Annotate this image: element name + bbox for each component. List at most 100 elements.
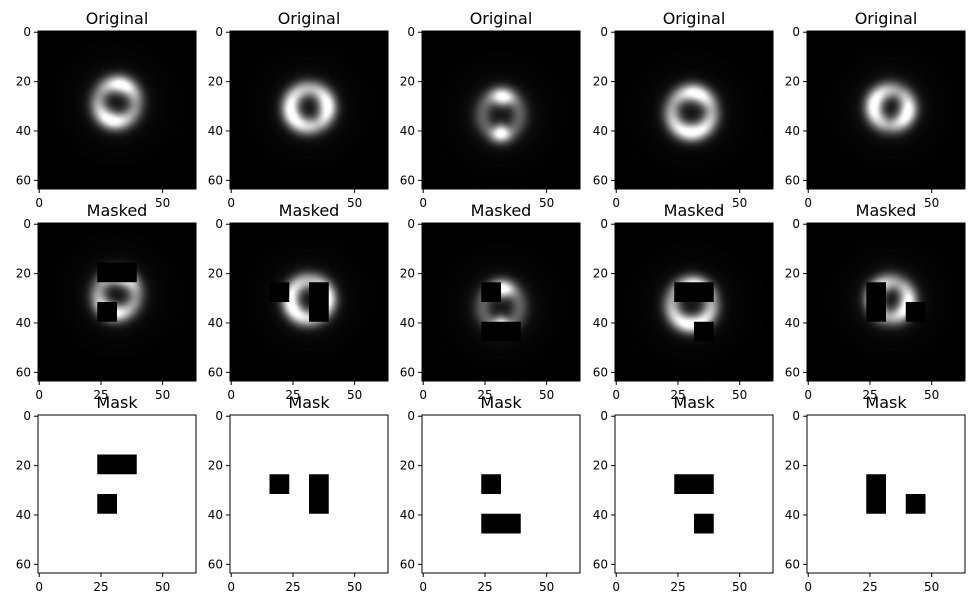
panel-mask-5: 0 20 40 60 0 25 50 Mask bbox=[785, 393, 966, 594]
panel-masked-4: 0 20 40 60 0 25 50 Masked bbox=[593, 201, 774, 402]
y-tick-label: 60 bbox=[16, 557, 31, 571]
y-tick-label: 0 bbox=[600, 25, 608, 39]
axes-frame bbox=[421, 30, 581, 190]
x-tick-label: 50 bbox=[539, 388, 554, 402]
y-tick-label: 20 bbox=[593, 459, 608, 473]
y-tick-label: 0 bbox=[215, 217, 223, 231]
masked-region bbox=[97, 262, 137, 283]
x-tick-label: 0 bbox=[227, 388, 235, 402]
panel-title: Masked bbox=[279, 201, 340, 220]
y-tick-label: 60 bbox=[593, 365, 608, 379]
axes-frame bbox=[806, 414, 966, 574]
x-tick-label: 0 bbox=[612, 196, 620, 210]
x-tick-label: 25 bbox=[93, 388, 108, 402]
panel-masked-5: 0 20 40 60 0 25 50 Masked bbox=[785, 201, 966, 402]
x-tick-label: 0 bbox=[612, 580, 620, 594]
panel-title: Mask bbox=[480, 393, 522, 412]
x-tick-label: 50 bbox=[539, 580, 554, 594]
masked-region bbox=[481, 474, 501, 494]
y-tick-label: 40 bbox=[208, 124, 223, 138]
y-tick-label: 60 bbox=[400, 557, 415, 571]
masked-region bbox=[481, 321, 521, 342]
x-tick-label: 0 bbox=[419, 580, 427, 594]
panel-title: Original bbox=[86, 9, 149, 28]
y-tick-label: 60 bbox=[400, 365, 415, 379]
axes-frame bbox=[806, 222, 966, 382]
y-tick-label: 20 bbox=[16, 75, 31, 89]
y-tick-label: 20 bbox=[785, 459, 800, 473]
axes-frame bbox=[37, 414, 197, 574]
x-tick-label: 0 bbox=[804, 388, 812, 402]
panel-title: Masked bbox=[87, 201, 148, 220]
x-tick-label: 25 bbox=[862, 580, 877, 594]
panels: 0 20 40 60 0 50 Original 0 20 40 60 0 50 Original 0 20 4… bbox=[16, 9, 966, 594]
x-tick-label: 0 bbox=[227, 580, 235, 594]
x-tick-label: 25 bbox=[285, 388, 300, 402]
y-tick-label: 20 bbox=[593, 75, 608, 89]
y-tick-label: 20 bbox=[16, 267, 31, 281]
y-tick-label: 60 bbox=[16, 173, 31, 187]
x-tick-label: 50 bbox=[539, 196, 554, 210]
panel-title: Mask bbox=[865, 393, 907, 412]
x-tick-label: 25 bbox=[93, 580, 108, 594]
y-tick-label: 60 bbox=[593, 557, 608, 571]
x-tick-label: 50 bbox=[732, 388, 747, 402]
x-tick-label: 25 bbox=[670, 580, 685, 594]
y-tick-label: 40 bbox=[593, 124, 608, 138]
x-tick-label: 25 bbox=[862, 388, 877, 402]
x-tick-label: 25 bbox=[477, 580, 492, 594]
y-tick-label: 40 bbox=[785, 316, 800, 330]
y-tick-label: 40 bbox=[16, 508, 31, 522]
panel-title: Original bbox=[470, 9, 533, 28]
masked-region bbox=[674, 282, 714, 302]
x-tick-label: 50 bbox=[347, 196, 362, 210]
y-tick-label: 0 bbox=[23, 409, 31, 423]
panel-original-5: 0 20 40 60 0 50 Original bbox=[785, 9, 966, 210]
panel-original-3: 0 20 40 60 0 50 Original bbox=[400, 9, 581, 210]
y-tick-label: 40 bbox=[785, 124, 800, 138]
lens-ring-image bbox=[615, 31, 773, 189]
panel-original-4: 0 20 40 60 0 50 Original bbox=[593, 9, 774, 210]
y-tick-label: 20 bbox=[593, 267, 608, 281]
y-tick-label: 20 bbox=[400, 75, 415, 89]
x-tick-label: 0 bbox=[804, 580, 812, 594]
y-tick-label: 40 bbox=[16, 316, 31, 330]
y-tick-label: 40 bbox=[208, 316, 223, 330]
panel-mask-4: 0 20 40 60 0 25 50 Mask bbox=[593, 393, 774, 594]
x-tick-label: 0 bbox=[35, 580, 43, 594]
panel-original-1: 0 20 40 60 0 50 Original bbox=[16, 9, 197, 210]
axes-frame bbox=[37, 30, 197, 190]
panel-mask-1: 0 20 40 60 0 25 50 Mask bbox=[16, 393, 197, 594]
y-tick-label: 60 bbox=[785, 365, 800, 379]
x-tick-label: 50 bbox=[347, 388, 362, 402]
panel-title: Original bbox=[278, 9, 341, 28]
lens-ring-image bbox=[230, 31, 388, 189]
y-tick-label: 0 bbox=[215, 409, 223, 423]
x-tick-label: 0 bbox=[804, 196, 812, 210]
y-tick-label: 0 bbox=[407, 217, 415, 231]
masked-region bbox=[694, 513, 714, 534]
lens-ring-image bbox=[422, 31, 580, 189]
x-tick-label: 50 bbox=[924, 196, 939, 210]
panel-mask-3: 0 20 40 60 0 25 50 Mask bbox=[400, 393, 581, 594]
masked-region bbox=[866, 474, 886, 514]
y-tick-label: 0 bbox=[792, 217, 800, 231]
x-tick-label: 0 bbox=[419, 196, 427, 210]
y-tick-label: 40 bbox=[593, 508, 608, 522]
y-tick-label: 60 bbox=[785, 173, 800, 187]
masked-region bbox=[481, 282, 501, 302]
panel-masked-3: 0 20 40 60 0 25 50 Masked bbox=[400, 201, 581, 402]
lens-ring-image bbox=[807, 31, 965, 189]
axes-frame bbox=[614, 222, 774, 382]
panel-title: Masked bbox=[664, 201, 725, 220]
axes-frame bbox=[229, 30, 389, 190]
y-tick-label: 0 bbox=[792, 25, 800, 39]
y-tick-label: 40 bbox=[16, 124, 31, 138]
masked-region bbox=[269, 474, 290, 494]
x-tick-label: 50 bbox=[732, 196, 747, 210]
y-tick-label: 0 bbox=[600, 217, 608, 231]
masked-region bbox=[905, 302, 926, 322]
masked-region bbox=[674, 474, 714, 494]
panel-title: Masked bbox=[471, 201, 532, 220]
